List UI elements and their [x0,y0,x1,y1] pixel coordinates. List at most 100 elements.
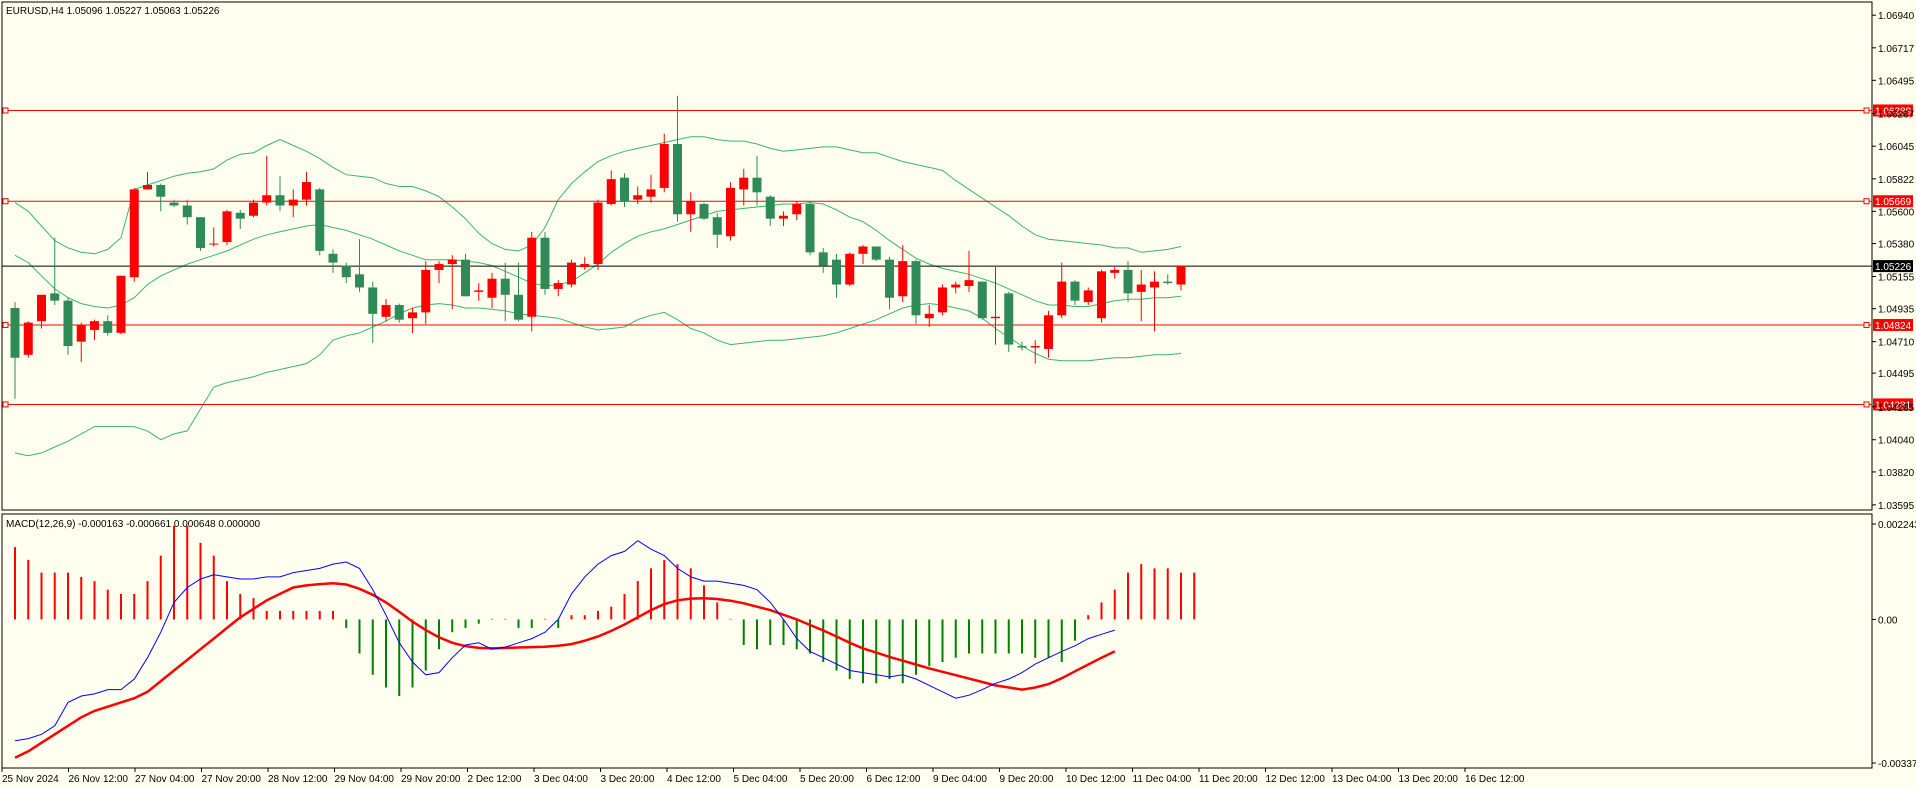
macd-panel[interactable]: MACD(12,26,9) -0.000163 -0.000661 0.0006… [1,513,1873,769]
candle-body [209,243,219,245]
level-price-label-1: 1.06289 [1875,106,1912,117]
symbol-title: EURUSD,H4 1.05096 1.05227 1.05063 1.0522… [6,6,220,17]
candle-body [832,259,841,285]
price-panel[interactable]: EURUSD,H4 1.05096 1.05227 1.05063 1.0522… [1,1,1873,511]
price-tick-label: 1.06045 [1878,142,1915,153]
candle-body [447,259,457,265]
candle-body [805,204,815,253]
level-handle-left-1 [2,107,9,114]
time-tick-label: 11 Dec 04:00 [1133,774,1192,785]
macd-tick-label: 0.00 [1878,615,1898,626]
price-tick-label: 1.04935 [1878,305,1915,316]
candle-body [408,312,417,319]
candle-body [368,287,378,314]
candle-body [871,246,881,260]
macd-signal-line [14,582,1116,759]
candle-body [938,287,947,313]
candle-body [845,253,855,285]
candlesticks [10,95,1186,399]
price-tick-label: 1.04265 [1878,403,1915,414]
level-price-tag-2 [1873,195,1913,208]
level-handle-right-1 [1863,107,1870,114]
candle-body [646,189,656,197]
horizontal-levels[interactable] [2,107,1872,408]
candle-body [474,290,484,292]
candle-body [991,316,1000,319]
price-tick-label: 1.05155 [1878,272,1915,283]
candle-body [341,265,351,278]
candle-body [1044,315,1053,349]
candle-body [1097,271,1106,319]
candle-body [1070,281,1080,301]
candle-body [1030,346,1040,348]
candle-body [90,321,99,330]
candle-body [103,321,113,333]
current-price-tag [1873,260,1913,273]
candle-body [328,253,338,263]
price-tick-label: 1.06495 [1878,76,1915,87]
candle-body [567,262,576,285]
macd-tick-label: 0.002243 [1878,520,1916,531]
level-handle-left-2 [2,198,9,205]
candle-body [540,237,550,289]
candle-body [222,211,232,243]
price-tick-label: 1.06717 [1878,44,1915,55]
level-handle-left-3 [2,321,9,328]
candle-body [620,177,629,202]
candle-body [553,283,563,289]
price-tick-label: 1.06940 [1878,11,1915,22]
candle-body [1083,290,1093,303]
candle-body [712,217,722,235]
candle-body [606,179,616,205]
candle-body [487,278,497,298]
price-tick-label: 1.03820 [1878,468,1915,479]
level-price-label-3: 1.04824 [1875,321,1912,332]
candle-body [37,294,46,322]
candle-body [275,195,285,206]
price-axis: 1.06289 1.05669 1.04824 1.04281 1.06940 1.067… [1872,11,1915,512]
time-tick-label: 27 Nov 04:00 [135,774,195,785]
candle-body [63,300,73,347]
candle-body [196,217,205,248]
candle-body [381,305,391,317]
price-tick-label: 1.04495 [1878,369,1915,380]
candle-body [143,184,152,190]
time-tick-label: 9 Dec 04:00 [933,774,987,785]
candle-body [434,264,444,270]
time-tick-label: 5 Dec 20:00 [800,774,854,785]
time-tick-label: 3 Dec 04:00 [534,774,588,785]
candle-body [699,204,709,219]
candle-body [977,281,987,319]
time-tick-label: 16 Dec 12:00 [1465,774,1525,785]
candle-body [1004,293,1014,345]
macd-lines [14,540,1116,759]
candle-body [726,187,735,237]
time-tick-label: 13 Dec 04:00 [1332,774,1392,785]
level-price-tag-1 [1873,104,1913,117]
macd-main-line [14,540,1115,742]
candle-body [514,294,523,320]
time-tick-label: 25 Nov 2024 [2,774,59,785]
time-tick-label: 28 Nov 12:00 [268,774,328,785]
time-tick-label: 6 Dec 12:00 [867,774,921,785]
candle-body [50,293,60,301]
level-price-tag-4 [1873,398,1913,411]
candle-body [527,237,537,317]
candle-body [315,189,325,251]
candle-body [1110,269,1120,273]
candle-body [1136,284,1146,292]
price-tick-label: 1.03595 [1878,501,1915,512]
candle-body [818,252,828,266]
candle-body [182,205,192,218]
candle-body [129,189,139,278]
candle-body [156,184,166,197]
candle-body [739,177,749,190]
candle-body [1123,269,1133,294]
time-tick-label: 9 Dec 20:00 [1000,774,1054,785]
price-tick-label: 1.05380 [1878,240,1915,251]
level-price-label-4: 1.04281 [1875,400,1912,411]
candle-body [355,274,364,288]
candle-body [885,259,894,298]
candle-body [116,275,126,333]
